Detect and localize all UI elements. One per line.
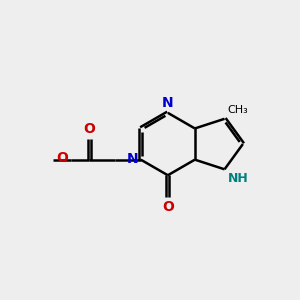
Text: N: N (162, 97, 174, 110)
Text: N: N (127, 152, 138, 166)
Text: O: O (56, 152, 68, 166)
Text: CH₃: CH₃ (227, 105, 248, 115)
Text: O: O (162, 200, 174, 214)
Text: NH: NH (228, 172, 249, 185)
Text: O: O (83, 122, 95, 136)
